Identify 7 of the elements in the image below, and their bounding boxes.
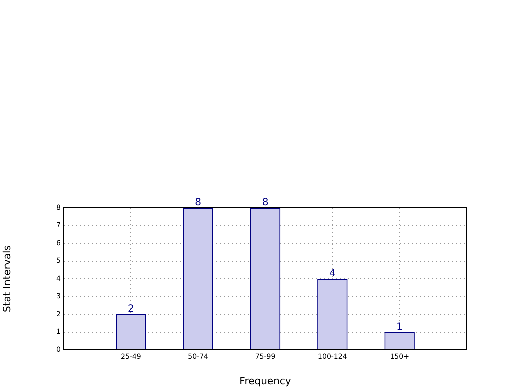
y-axis-title: Stat Intervals bbox=[2, 245, 14, 313]
data-label: 1 bbox=[396, 322, 404, 333]
data-label: 2 bbox=[128, 304, 134, 316]
data-label: 4 bbox=[329, 268, 336, 280]
data-label: 8 bbox=[195, 198, 202, 209]
data-label: 8 bbox=[262, 198, 269, 209]
x-axis-title: Frequency bbox=[240, 376, 292, 388]
